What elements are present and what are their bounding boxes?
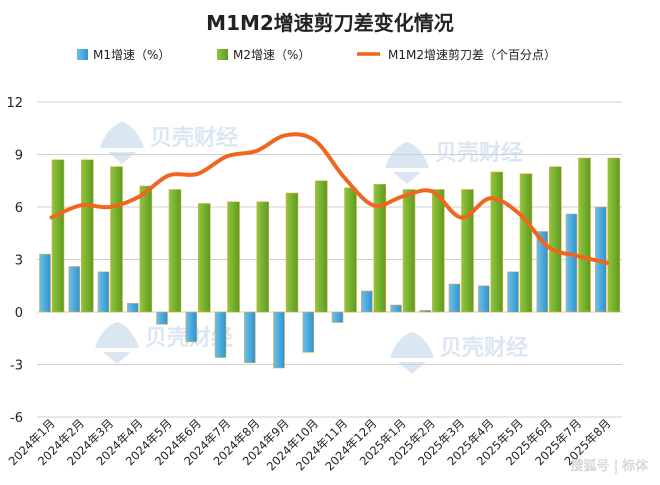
bar-m2 — [256, 201, 270, 313]
spread-point — [50, 216, 54, 219]
watermark-logo-icon — [390, 332, 434, 374]
bar-m2 — [81, 159, 94, 313]
bar-m1 — [419, 309, 432, 313]
legend: M1增速（%） M2增速（%） M1M2增速剪刀差（个百分点） — [77, 47, 556, 62]
legend-label-spread: M1M2增速剪刀差（个百分点） — [388, 47, 556, 62]
bar-m1 — [127, 302, 139, 313]
bar-m1 — [302, 311, 315, 353]
bar-m1 — [565, 213, 578, 313]
bar-m1 — [185, 311, 198, 343]
spread-point — [459, 216, 463, 219]
watermark-brand-4: 贝壳财经 — [440, 335, 528, 361]
bar-m2 — [519, 173, 533, 313]
spread-point — [401, 195, 405, 198]
legend-swatch-m1 — [77, 49, 88, 60]
legend-label-m2: M2增速（%） — [233, 48, 310, 62]
legend-label-m1: M1增速（%） — [93, 48, 170, 62]
watermark-group: 贝壳财经 贝壳财经 贝壳财经 贝壳财经 — [95, 122, 528, 374]
bar-m2 — [402, 189, 416, 313]
bar-m2 — [607, 157, 621, 313]
bar-m2 — [373, 184, 387, 313]
bar-m1 — [214, 311, 227, 358]
watermark-logo-icon — [100, 122, 144, 164]
bar-m2 — [548, 166, 562, 313]
bar-m2 — [168, 189, 182, 313]
grid-layer: -6 -3 0 3 6 9 12 — [6, 96, 622, 426]
bar-m1 — [244, 311, 256, 364]
bar-m1 — [507, 271, 519, 313]
spread-point — [371, 203, 375, 207]
spread-point — [254, 149, 258, 153]
bar-m2 — [198, 203, 211, 313]
y-tick-label: 0 — [15, 306, 23, 321]
spread-point — [79, 203, 83, 207]
bar-m1 — [360, 290, 373, 313]
bar-m2 — [314, 180, 328, 313]
bar-m2 — [490, 171, 504, 313]
spread-point — [284, 133, 288, 137]
spread-line — [49, 132, 610, 265]
spread-point — [518, 212, 522, 216]
spread-point — [605, 261, 609, 265]
source-watermark: 搜狐号 | 标体 — [570, 459, 648, 474]
spread-point — [108, 205, 112, 209]
bar-m1 — [390, 304, 402, 313]
bar-m2 — [110, 166, 123, 313]
bar-m2 — [344, 187, 357, 313]
y-tick-label: 3 — [15, 254, 23, 269]
bar-m1 — [536, 231, 549, 313]
legend-swatch-m2 — [217, 49, 228, 60]
bar-m1 — [156, 311, 168, 325]
bar-m1 — [273, 311, 285, 369]
watermark-brand-1: 贝壳财经 — [150, 125, 238, 151]
spread-point — [547, 245, 551, 249]
spread-point — [430, 189, 434, 193]
y-tick-label: 12 — [6, 96, 23, 111]
y-tick-label: -3 — [10, 359, 23, 374]
bar-m1 — [477, 285, 490, 313]
y-tick-label: 6 — [15, 201, 23, 216]
spread-point — [342, 175, 346, 179]
spread-point — [313, 139, 317, 142]
y-tick-label: 9 — [15, 149, 23, 164]
bar-m2 — [51, 159, 65, 313]
bar-m2 — [139, 185, 153, 313]
bar-m2 — [461, 189, 474, 313]
bar-m1 — [68, 266, 81, 313]
watermark-brand-2: 贝壳财经 — [435, 140, 523, 166]
watermark-logo-icon — [95, 322, 139, 364]
spread-point — [167, 174, 171, 177]
spread-point — [225, 154, 229, 158]
bar-m1 — [39, 253, 51, 313]
bar-m2 — [285, 192, 299, 313]
spread-point — [196, 172, 200, 176]
bar-m1 — [97, 271, 110, 313]
bar-m1 — [331, 311, 344, 323]
y-tick-label: -6 — [10, 411, 23, 426]
spread-point — [137, 195, 141, 198]
spread-point — [488, 196, 492, 200]
x-axis-labels: 2024年1月2024年2月2024年3月2024年4月2024年5月2024年… — [6, 416, 614, 473]
line-layer — [49, 132, 610, 265]
bar-m2 — [431, 189, 445, 313]
bar-m2 — [227, 201, 240, 313]
watermark-logo-icon — [385, 142, 429, 184]
bar-m1 — [448, 283, 461, 313]
chart-title: M1M2增速剪刀差变化情况 — [206, 11, 454, 35]
bar-m2 — [578, 157, 591, 313]
spread-point — [576, 254, 580, 258]
